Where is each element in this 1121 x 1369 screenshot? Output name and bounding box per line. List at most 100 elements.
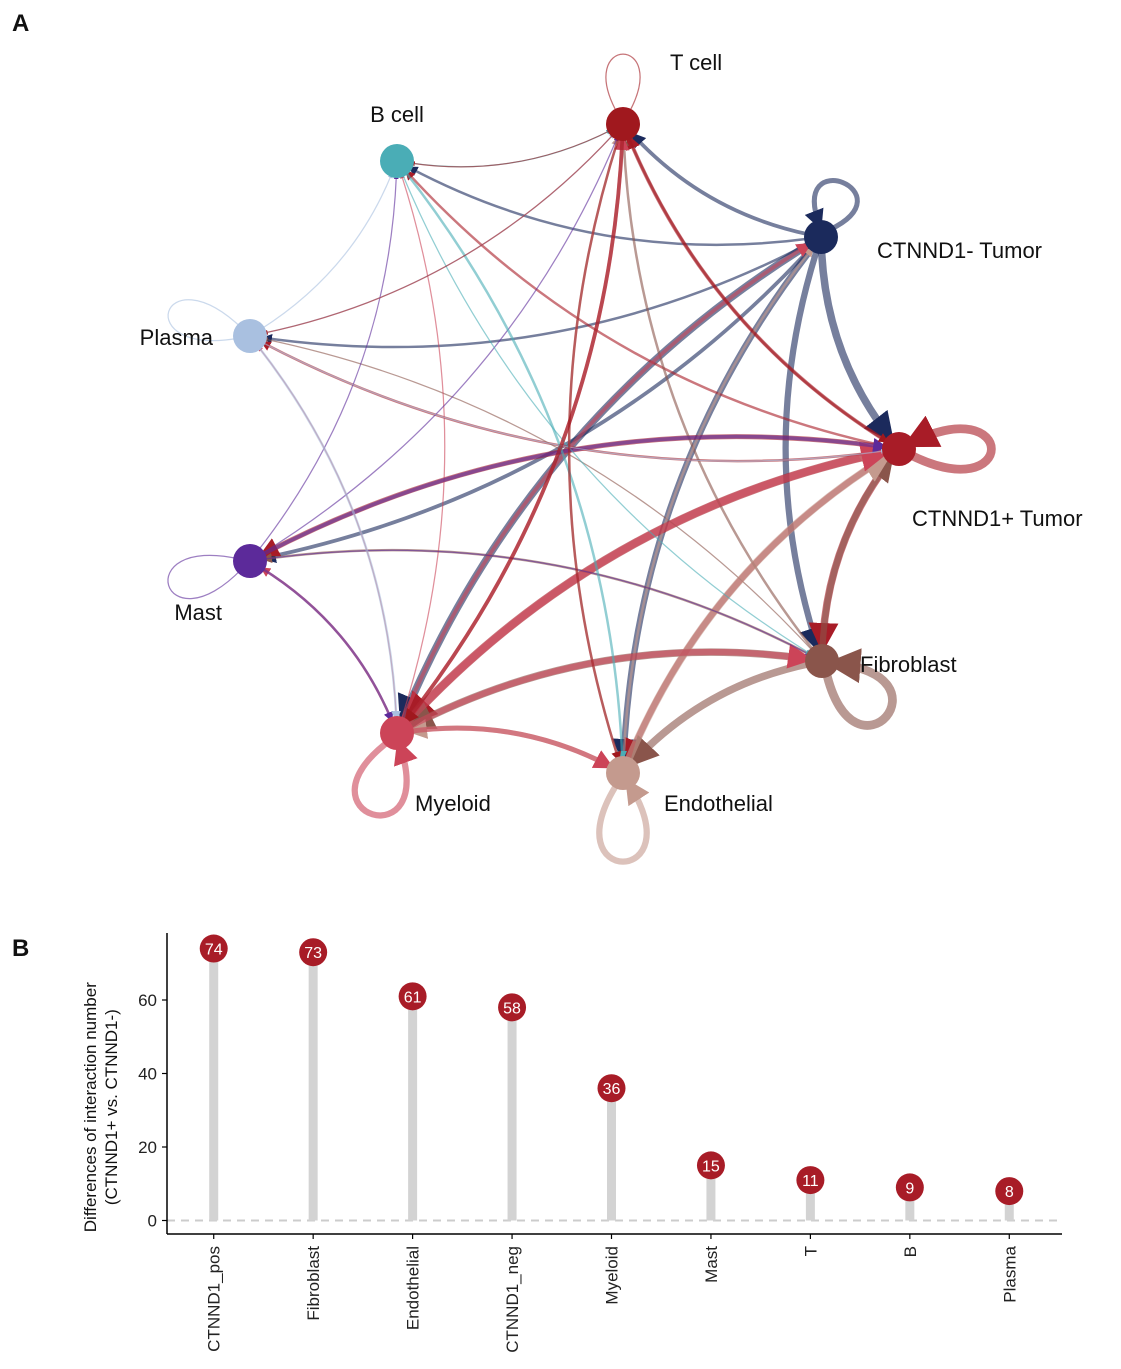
value-label-Mast: 15 (702, 1158, 720, 1175)
edge-endo-to-pos (623, 452, 893, 766)
edge-tcell-to-pos (626, 133, 889, 443)
self-loop-tcell (605, 53, 641, 116)
edge-mye-to-bcell (400, 173, 446, 723)
edge-tcell-to-endo (567, 134, 622, 762)
x-tick-label-T: T (801, 1246, 820, 1256)
edge-mye-to-plasma (257, 346, 398, 722)
edge-pos-to-fib (808, 454, 896, 653)
self-loop-neg (804, 178, 860, 233)
self-loop-fib (821, 648, 897, 730)
edge-tcell-to-mye (403, 134, 625, 725)
x-tick-label-CTNND1_neg: CTNND1_neg (503, 1246, 522, 1353)
node-label-tcell: T cell (670, 50, 722, 75)
node-label-neg: CTNND1- Tumor (877, 238, 1042, 263)
edge-tcell-to-bcell (409, 128, 613, 168)
edge-pos-to-tcell (626, 134, 891, 445)
node-label-bcell: B cell (370, 102, 424, 127)
edges (256, 128, 896, 770)
edge-plasma-to-tcell (261, 133, 615, 335)
x-tick-label-CTNND1_pos: CTNND1_pos (205, 1246, 224, 1352)
edge-fib-to-pos (819, 456, 894, 653)
edge-mast-to-fib (261, 549, 811, 656)
x-tick-label-Mast: Mast (702, 1246, 721, 1283)
node-label-pos: CTNND1+ Tumor (912, 506, 1083, 531)
edge-neg-to-bcell (407, 166, 811, 247)
node-plasma (233, 319, 267, 353)
self-loop-mye (351, 737, 418, 819)
edge-bcell-to-endo (403, 169, 628, 761)
edge-mye-to-fib (404, 643, 814, 731)
edge-neg-to-mye (397, 239, 815, 726)
node-pos (882, 432, 916, 466)
edge-plasma-to-mye (256, 344, 402, 721)
value-label-Myeloid: 36 (603, 1081, 621, 1098)
node-label-fib: Fibroblast (860, 652, 957, 677)
point-Fibroblast (299, 938, 328, 967)
panel-b-letter: B (12, 935, 30, 962)
edge-neg-to-fib (782, 245, 824, 653)
x-tick-label-B: B (901, 1246, 920, 1257)
y-tick-label: 0 (148, 1212, 157, 1231)
point-B (895, 1173, 924, 1202)
y-tick-label: 60 (138, 991, 157, 1010)
edge-fib-to-tcell (618, 136, 816, 653)
node-label-plasma: Plasma (140, 325, 214, 350)
node-fib (805, 644, 839, 678)
value-label-CTNND1_pos: 74 (205, 942, 223, 959)
x-tick-label-Fibroblast: Fibroblast (304, 1246, 323, 1321)
y-axis-label: Differences of interaction number (81, 982, 100, 1232)
node-tcell (606, 107, 640, 141)
self-loops (167, 53, 996, 865)
node-label-mast: Mast (174, 600, 222, 625)
value-label-T: 11 (802, 1173, 819, 1190)
edge-endo-to-neg (622, 246, 814, 763)
self-loop-endo (596, 778, 650, 865)
node-bcell (380, 144, 414, 178)
edge-neg-to-pos (817, 245, 895, 443)
x-tick-label-Myeloid: Myeloid (603, 1246, 622, 1305)
point-T (796, 1166, 825, 1195)
value-label-Fibroblast: 73 (304, 945, 322, 962)
point-Myeloid (597, 1074, 626, 1103)
cell-interaction-network: T cell CTNND1- Tumor CTNND1+ Tumor Fibrobla… (140, 50, 1083, 865)
node-label-endo: Endothelial (664, 791, 773, 816)
x-tick-label-Endothelial: Endothelial (404, 1246, 423, 1330)
value-label-B: 9 (905, 1180, 914, 1197)
lollipop-chart: 0 20 40 60 Differences of interaction number… (81, 933, 1062, 1353)
edge-neg-to-tcell (630, 132, 812, 237)
edge-mast-to-bcell (256, 174, 399, 553)
point-Endothelial (398, 982, 427, 1011)
edge-plasma-to-bcell (259, 173, 393, 331)
node-mast (233, 544, 267, 578)
edge-pos-to-bcell (405, 169, 889, 448)
node-neg (804, 220, 838, 254)
edge-fib-to-endo (628, 659, 814, 768)
edge-mye-to-mast (260, 567, 394, 724)
edge-mast-to-pos (258, 434, 889, 558)
node-endo (606, 756, 640, 790)
self-loop-pos (902, 415, 996, 474)
self-loop-mast (167, 554, 243, 600)
edge-mast-to-tcell (259, 135, 619, 556)
node-label-mye: Myeloid (415, 791, 491, 816)
edge-plasma-to-pos (259, 340, 887, 462)
edge-mast-to-mye (258, 566, 394, 722)
edge-tcell-to-plasma (262, 132, 616, 335)
edge-mye-to-endo (406, 725, 615, 769)
panel-a-letter: A (12, 10, 30, 37)
edge-neg-to-plasma (261, 241, 812, 349)
node-mye (380, 716, 414, 750)
self-loop-plasma (167, 299, 243, 342)
y-tick-label: 20 (138, 1138, 157, 1157)
edge-mye-to-pos (401, 442, 892, 728)
point-Mast (696, 1151, 725, 1180)
y-axis-label-2: (CTNND1+ vs. CTNND1-) (102, 1009, 121, 1205)
value-label-Plasma: 8 (1005, 1184, 1014, 1201)
value-label-CTNND1_neg: 58 (503, 1000, 521, 1017)
edge-bcell-to-fib (400, 171, 811, 655)
nodes: T cell CTNND1- Tumor CTNND1+ Tumor Fibrobla… (140, 50, 1083, 816)
point-Plasma (995, 1177, 1024, 1206)
point-CTNND1_pos (199, 934, 228, 963)
edge-bcell-to-tcell (408, 129, 612, 168)
